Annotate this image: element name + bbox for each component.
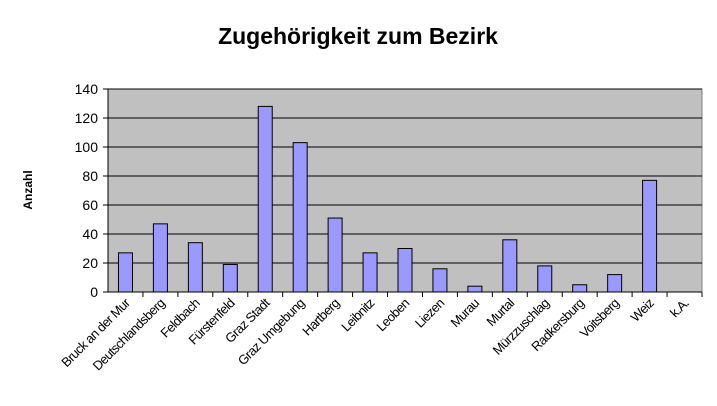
y-tick-label: 60 xyxy=(82,197,98,213)
y-tick-label: 80 xyxy=(82,168,98,184)
bar xyxy=(467,285,483,293)
bar xyxy=(257,105,273,293)
bar xyxy=(292,142,308,293)
bar xyxy=(572,284,588,293)
bar xyxy=(362,252,378,293)
bar xyxy=(327,217,343,293)
y-tick-label: 20 xyxy=(82,255,98,271)
y-tick-label: 40 xyxy=(82,226,98,242)
y-tick-label: 0 xyxy=(90,284,98,300)
bar xyxy=(187,242,203,293)
bar xyxy=(222,263,238,293)
bar xyxy=(432,268,448,293)
bar xyxy=(397,248,413,293)
y-axis-label: Anzahl xyxy=(21,170,35,209)
bar xyxy=(537,265,553,293)
bar xyxy=(642,179,658,293)
y-tick-label: 100 xyxy=(75,139,99,155)
y-tick-label: 140 xyxy=(75,81,99,97)
chart-title: Zugehörigkeit zum Bezirk xyxy=(218,23,498,49)
bar xyxy=(117,252,133,293)
bar xyxy=(502,239,518,293)
y-tick-label: 120 xyxy=(75,110,99,126)
bar xyxy=(152,223,168,293)
bar xyxy=(607,274,623,293)
